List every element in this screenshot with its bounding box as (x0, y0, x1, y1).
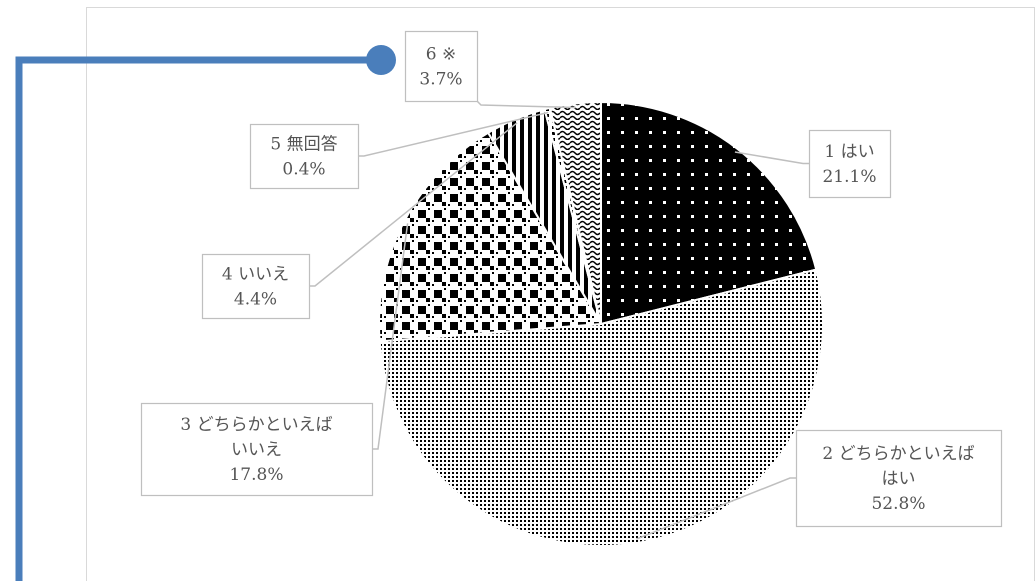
label-box (795, 429, 1003, 528)
slice-hai (600, 100, 818, 326)
leader-line (476, 100, 576, 109)
label-other: 6 ※ 3.7% (404, 30, 479, 103)
leader-line (309, 122, 518, 287)
pie-slices (378, 100, 824, 547)
data-label-category: いいえ (231, 440, 282, 460)
label-box (808, 129, 892, 199)
label-box (249, 123, 360, 190)
data-label-category: はい (882, 469, 916, 489)
slice-dochiraka-hai (378, 268, 824, 547)
data-label-value: 4.4% (234, 290, 277, 310)
data-label-value: 21.1% (822, 167, 876, 187)
data-label-category: 1 はい (824, 142, 874, 162)
data-label-value: 52.8% (871, 494, 925, 514)
data-label-value: 17.8% (229, 465, 283, 485)
label-box (201, 253, 311, 320)
data-label-category: 5 無回答 (270, 135, 337, 155)
leader-lines (309, 100, 809, 540)
label-mukaito: 5 無回答 0.4% (249, 123, 360, 190)
data-label-value: 0.4% (282, 160, 325, 180)
accent-bracket-dot (366, 45, 396, 75)
leader-line (734, 151, 809, 165)
data-label-category: 4 いいえ (222, 265, 289, 285)
data-label-category: 6 ※ (426, 45, 456, 65)
label-iie: 4 いいえ 4.4% (201, 253, 311, 320)
label-box (404, 30, 479, 103)
data-label-value: 3.7% (419, 70, 462, 90)
data-label-category: 3 どちらかといえば (180, 415, 332, 435)
slice-dochiraka-iie (378, 131, 603, 343)
data-label-category: 2 どちらかといえば (822, 444, 974, 464)
leader-line (372, 223, 409, 450)
accent-bracket (15, 45, 396, 581)
slice-other (548, 100, 602, 325)
leader-line (358, 111, 549, 157)
label-hai: 1 はい 21.1% (808, 129, 892, 199)
leader-line (636, 477, 796, 540)
label-box (140, 402, 374, 497)
